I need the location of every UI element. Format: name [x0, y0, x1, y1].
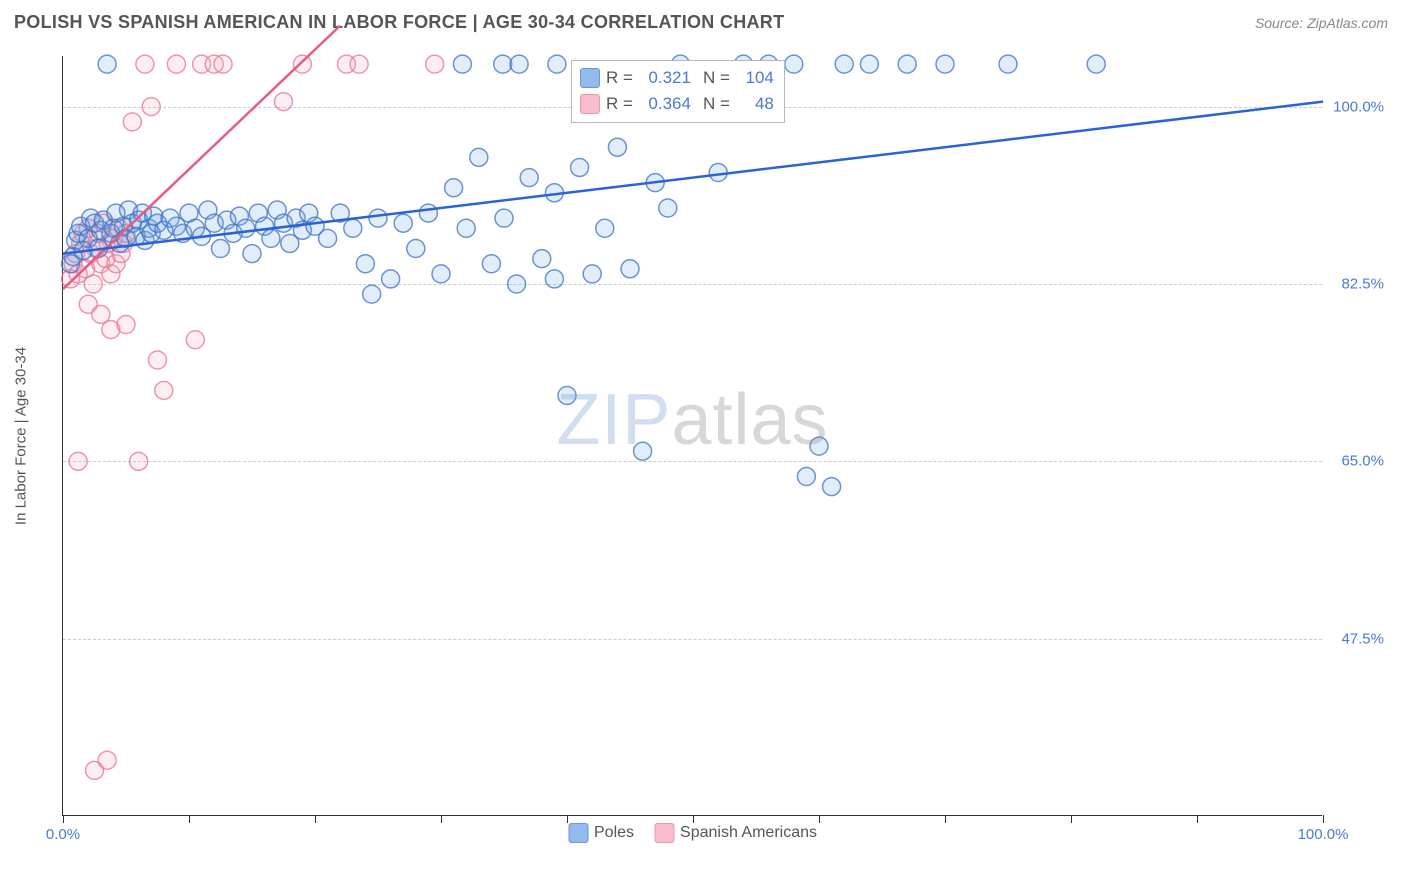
n-value-poles: 104: [736, 65, 774, 91]
chart-source: Source: ZipAtlas.com: [1255, 15, 1388, 31]
scatter-plot: [63, 56, 1322, 815]
chart-container: In Labor Force | Age 30-34 47.5%65.0%82.…: [62, 56, 1322, 816]
legend-label-poles: Poles: [594, 824, 634, 842]
chart-title: POLISH VS SPANISH AMERICAN IN LABOR FORC…: [14, 12, 784, 33]
series-legend: Poles Spanish Americans: [568, 823, 817, 843]
n-label: N =: [703, 91, 730, 117]
y-tick-label: 47.5%: [1328, 630, 1384, 647]
legend-label-spanish: Spanish Americans: [680, 824, 817, 842]
r-label: R =: [606, 65, 633, 91]
y-tick-label: 65.0%: [1328, 453, 1384, 470]
r-value-spanish: 0.364: [639, 91, 691, 117]
legend-item-poles: Poles: [568, 823, 634, 843]
legend-swatch-spanish: [580, 94, 600, 114]
legend-swatch-spanish: [654, 823, 674, 843]
correlation-legend: R = 0.321 N = 104 R = 0.364 N = 48: [571, 60, 785, 123]
plot-area: In Labor Force | Age 30-34 47.5%65.0%82.…: [62, 56, 1322, 816]
y-axis-title: In Labor Force | Age 30-34: [13, 346, 30, 524]
correlation-legend-row-1: R = 0.321 N = 104: [580, 65, 774, 91]
n-label: N =: [703, 65, 730, 91]
y-tick-label: 82.5%: [1328, 276, 1384, 293]
r-label: R =: [606, 91, 633, 117]
r-value-poles: 0.321: [639, 65, 691, 91]
chart-header: POLISH VS SPANISH AMERICAN IN LABOR FORC…: [0, 0, 1406, 41]
x-tick-label: 0.0%: [46, 826, 80, 843]
legend-swatch-poles: [580, 68, 600, 88]
x-tick-label: 100.0%: [1298, 826, 1349, 843]
legend-item-spanish: Spanish Americans: [654, 823, 817, 843]
correlation-legend-row-2: R = 0.364 N = 48: [580, 91, 774, 117]
legend-swatch-poles: [568, 823, 588, 843]
n-value-spanish: 48: [736, 91, 774, 117]
y-tick-label: 100.0%: [1328, 98, 1384, 115]
